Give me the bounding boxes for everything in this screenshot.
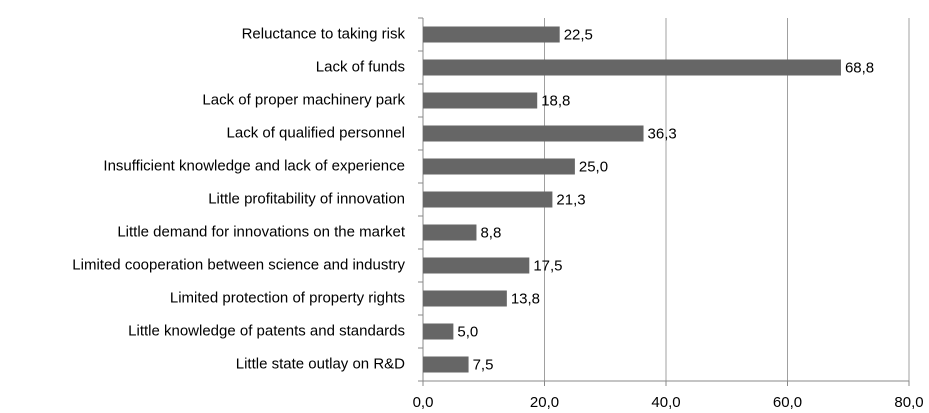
bar (423, 224, 477, 241)
value-label: 22,5 (564, 26, 593, 43)
bar (423, 191, 553, 208)
x-tick-label: 0,0 (413, 394, 434, 411)
y-tick-label: Little profitability of innovation (208, 190, 405, 207)
y-tick-label: Lack of funds (316, 58, 405, 75)
value-label: 68,8 (845, 59, 874, 76)
value-label: 21,3 (556, 191, 585, 208)
bar (423, 356, 469, 373)
bar (423, 158, 575, 175)
value-label: 5,0 (457, 323, 478, 340)
value-label: 25,0 (579, 158, 608, 175)
bar (423, 59, 841, 76)
y-tick-label: Little demand for innovations on the mar… (117, 223, 405, 240)
y-tick-label: Lack of qualified personnel (227, 124, 405, 141)
y-tick-label: Little state outlay on R&D (236, 355, 405, 372)
y-tick-label: Little knowledge of patents and standard… (128, 322, 405, 339)
x-tick-label: 20,0 (530, 394, 559, 411)
y-tick-label: Reluctance to taking risk (242, 25, 406, 42)
y-tick-label: Limited protection of property rights (170, 289, 405, 306)
bar (423, 290, 507, 307)
bar (423, 257, 530, 274)
y-tick-label: Limited cooperation between science and … (72, 256, 405, 273)
x-tick-label: 80,0 (894, 394, 923, 411)
y-tick-label: Insufficient knowledge and lack of exper… (103, 157, 405, 174)
bar (423, 323, 454, 340)
bar (423, 26, 560, 43)
value-label: 13,8 (511, 290, 540, 307)
value-label: 7,5 (473, 356, 494, 373)
x-tick-label: 40,0 (651, 394, 680, 411)
y-tick-label: Lack of proper machinery park (202, 91, 405, 108)
value-label: 18,8 (541, 92, 570, 109)
bar (423, 125, 644, 142)
value-label: 8,8 (480, 224, 501, 241)
value-label: 36,3 (648, 125, 677, 142)
bar (423, 92, 538, 109)
value-label: 17,5 (533, 257, 562, 274)
x-tick-label: 60,0 (773, 394, 802, 411)
